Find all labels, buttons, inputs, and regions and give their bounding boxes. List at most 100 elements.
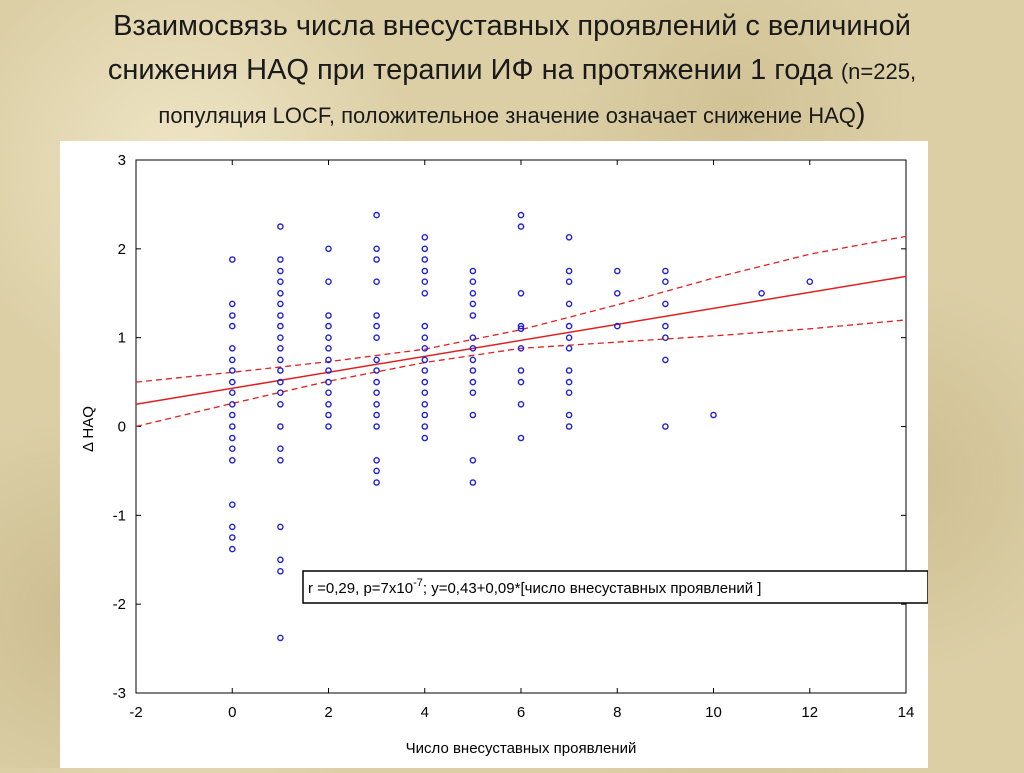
data-point [373, 334, 380, 341]
plot-frame [135, 159, 907, 694]
data-point [565, 423, 573, 430]
data-point [373, 256, 380, 263]
data-point [565, 378, 573, 386]
data-point [277, 556, 284, 564]
data-point [325, 245, 332, 253]
data-point [469, 479, 477, 486]
data-point [469, 378, 477, 386]
data-point [469, 344, 477, 352]
data-point [565, 411, 573, 419]
data-point [277, 389, 284, 396]
data-point [421, 322, 429, 330]
data-point [325, 367, 332, 374]
data-point [565, 367, 573, 374]
data-point [228, 523, 236, 531]
y-tick-label: -1 [113, 507, 126, 524]
data-point [373, 378, 380, 386]
data-point [277, 523, 284, 531]
data-point [373, 278, 380, 285]
data-point [517, 434, 525, 442]
data-point [421, 334, 429, 341]
data-point [469, 356, 477, 364]
data-point [277, 378, 284, 386]
data-point [373, 211, 380, 219]
title-line-3-main: популяция LOCF, положительное значение о… [158, 103, 856, 128]
data-point [228, 312, 236, 319]
data-point [325, 312, 332, 319]
data-point [228, 356, 236, 364]
data-point [277, 334, 284, 341]
y-axis-label: Δ HAQ [80, 406, 97, 452]
data-point [421, 356, 429, 364]
data-point [277, 278, 284, 285]
data-point [325, 389, 332, 396]
regression-line [135, 275, 907, 406]
data-point [421, 378, 429, 386]
slide-title: Взаимосвязь числа внесуставных проявлени… [0, 4, 1024, 136]
confidence-band-upper [135, 235, 907, 383]
data-point [421, 411, 429, 419]
data-point [469, 300, 477, 308]
data-point [373, 467, 380, 475]
data-point [228, 256, 236, 263]
data-point [421, 367, 429, 374]
title-line-2: снижения HAQ при терапии ИФ на протяжени… [0, 48, 1024, 94]
data-point [469, 334, 477, 341]
data-point [565, 322, 573, 330]
x-tick-label: 10 [705, 704, 722, 721]
title-line-1: Взаимосвязь числа внесуставных проявлени… [113, 10, 911, 42]
data-point [614, 267, 621, 275]
data-point [228, 344, 236, 352]
data-points [228, 211, 814, 642]
data-point [421, 400, 429, 408]
annotation-text: r =0,29, p=7x10-7; y=0,43+0,09*[число вн… [308, 577, 761, 597]
data-point [662, 356, 669, 364]
data-point [517, 289, 525, 297]
data-point [565, 344, 573, 352]
annotation-box [302, 570, 929, 604]
data-point [277, 322, 284, 330]
data-point [228, 423, 236, 430]
data-point [517, 211, 525, 219]
data-point [228, 534, 236, 541]
data-point [373, 456, 380, 464]
data-point [325, 344, 332, 352]
data-point [565, 278, 573, 285]
data-point [469, 289, 477, 297]
data-point [277, 367, 284, 374]
x-tick-label: 0 [228, 704, 236, 721]
data-point [228, 322, 236, 330]
data-point [517, 378, 525, 386]
data-point [228, 411, 236, 419]
data-point [565, 389, 573, 396]
data-point [277, 423, 284, 430]
data-point [277, 300, 284, 308]
data-point [469, 312, 477, 319]
x-axis-label: Число внесуставных проявлений [406, 740, 637, 757]
data-point [662, 267, 669, 275]
data-point [614, 322, 621, 330]
data-point [228, 400, 236, 408]
data-point [325, 411, 332, 419]
data-point [662, 278, 669, 285]
data-point [565, 234, 573, 241]
data-point [517, 400, 525, 408]
confidence-band [135, 235, 907, 428]
x-tick-label: 8 [613, 704, 621, 721]
data-point [277, 267, 284, 275]
data-point [517, 367, 525, 374]
data-point [565, 334, 573, 341]
data-point [325, 334, 332, 341]
data-point [565, 267, 573, 275]
data-point [421, 344, 429, 352]
data-point [469, 411, 477, 419]
data-point [228, 434, 236, 442]
data-point [806, 278, 814, 285]
y-tick-label: -2 [113, 596, 126, 613]
chart-panel: -2 0 2 4 6 8 10 12 14 3 2 1 0 -1 -2 -3 Δ HAQ Число внес… [60, 141, 929, 768]
x-tick-label: 2 [324, 704, 332, 721]
data-point [373, 312, 380, 319]
data-point [517, 223, 525, 230]
